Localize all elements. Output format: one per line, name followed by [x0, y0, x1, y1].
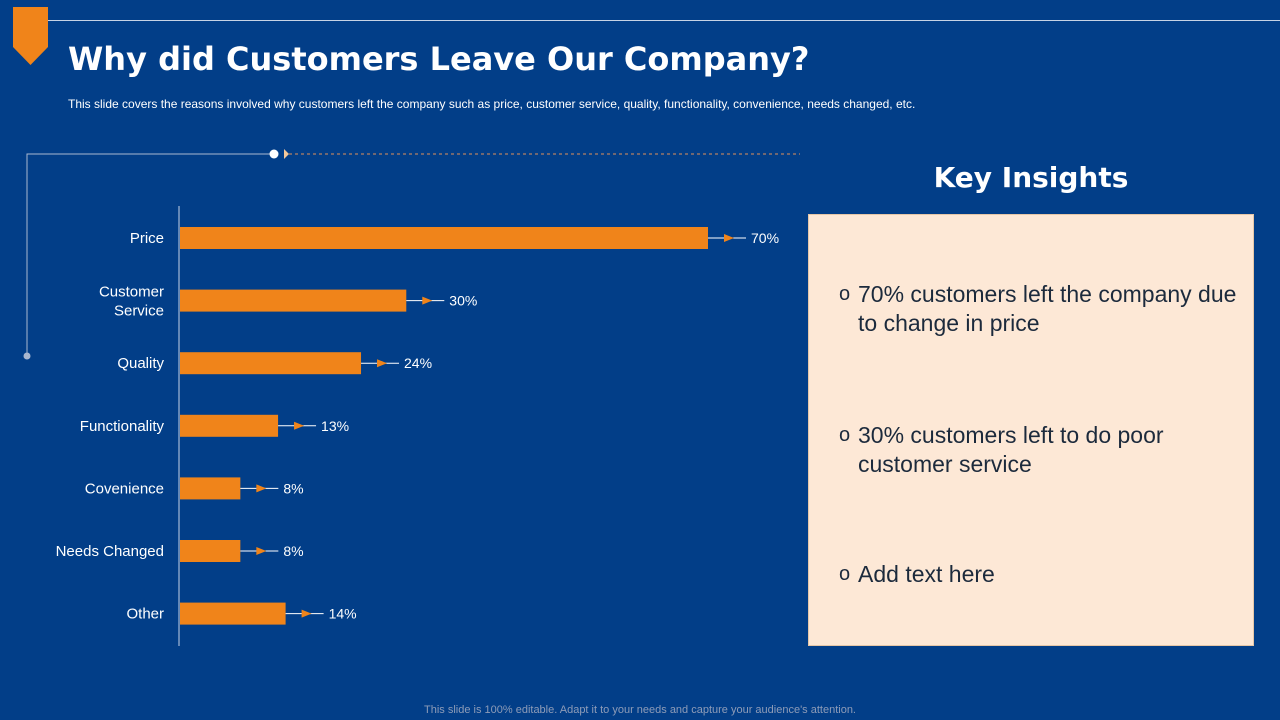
category-label: Price	[130, 230, 164, 247]
insight-item: o Add text here	[839, 560, 1239, 589]
insight-text: Add text here	[858, 561, 995, 587]
data-label: 8%	[283, 543, 303, 559]
category-label: Functionality	[80, 418, 165, 435]
data-label: 70%	[751, 230, 779, 246]
arrow-icon	[377, 359, 388, 368]
arrow-icon	[256, 547, 267, 555]
insight-text: 70% customers left the company due to ch…	[858, 281, 1237, 336]
insights-title: Key Insights	[933, 161, 1129, 194]
top-rule	[48, 20, 1280, 21]
footer-note: This slide is 100% editable. Adapt it to…	[424, 704, 856, 716]
data-label: 30%	[449, 293, 477, 309]
category-label: Quality	[117, 355, 164, 372]
bar	[180, 540, 241, 562]
bullet-icon: o	[839, 283, 851, 305]
bookmark-icon	[13, 7, 48, 65]
chart-frame	[23, 149, 800, 360]
bar	[180, 352, 362, 375]
bar	[180, 602, 286, 625]
arrow-icon	[422, 296, 433, 305]
bullet-icon: o	[839, 563, 851, 585]
insights-panel: o 70% customers left the company due to …	[808, 214, 1254, 646]
arrow-icon	[294, 421, 305, 430]
arrow-icon	[724, 234, 734, 242]
category-label: Other	[126, 606, 164, 623]
category-label: Customer	[99, 284, 164, 301]
bar	[180, 477, 241, 500]
insight-item: o 70% customers left the company due to …	[839, 280, 1239, 338]
data-label: 14%	[329, 606, 357, 622]
arrow-icon	[301, 609, 312, 618]
category-label: Covenience	[85, 480, 164, 497]
page-subtitle: This slide covers the reasons involved w…	[68, 97, 916, 111]
insight-text: 30% customers left to do poor customer s…	[858, 422, 1164, 477]
data-label: 8%	[283, 480, 303, 496]
data-label: 24%	[404, 355, 432, 371]
category-label: Needs Changed	[56, 543, 164, 560]
bar	[180, 414, 279, 437]
bar	[180, 289, 407, 312]
bullet-icon: o	[839, 424, 851, 446]
insight-item: o 30% customers left to do poor customer…	[839, 421, 1239, 479]
data-label: 13%	[321, 418, 349, 434]
bar-chart: 70% Price 30% Customer Service 24% Quality 13% F…	[23, 149, 800, 646]
arrow-icon	[256, 484, 267, 493]
bar	[180, 227, 708, 249]
category-label: Service	[114, 303, 164, 320]
page-title: Why did Customers Leave Our Company?	[68, 40, 810, 78]
